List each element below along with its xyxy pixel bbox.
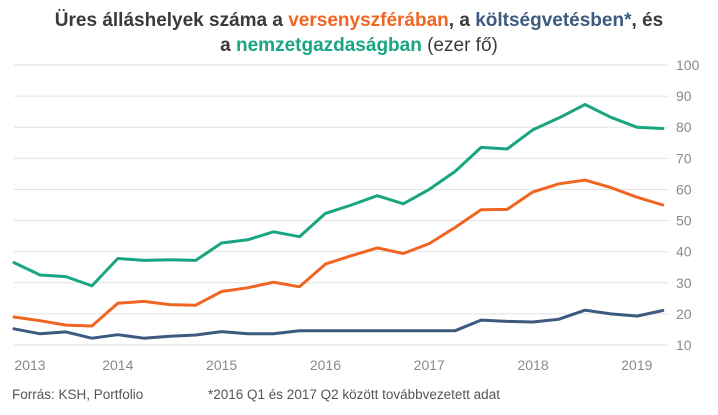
x-tick-label: 2019 <box>621 357 652 373</box>
x-tick-label: 2014 <box>102 357 133 373</box>
x-tick-label: 2015 <box>206 357 237 373</box>
y-tick-label: 30 <box>676 275 692 291</box>
y-tick-label: 100 <box>676 57 700 73</box>
y-tick-label: 80 <box>676 119 692 135</box>
x-tick-label: 2018 <box>517 357 548 373</box>
y-tick-label: 20 <box>676 306 692 322</box>
title-public-sector: költségvetésben* <box>475 10 632 31</box>
y-tick-label: 90 <box>676 88 692 104</box>
chart-title-line-1: Üres álláshelyek száma a versenyszférába… <box>0 8 718 33</box>
x-tick-label: 2016 <box>310 357 341 373</box>
chart-title-line-2: a nemzetgazdaságban (ezer fő) <box>0 33 718 58</box>
title-text-1: Üres álláshelyek száma a <box>54 10 289 31</box>
y-tick-label: 40 <box>676 244 692 260</box>
series-lines <box>12 103 665 340</box>
y-axis-ticks: 10 20 30 40 50 60 70 80 90 100 <box>676 57 700 353</box>
title-text-4: a <box>220 35 236 56</box>
title-text-2: , a <box>448 10 476 31</box>
x-tick-label: 2017 <box>414 357 445 373</box>
y-tick-label: 70 <box>676 150 692 166</box>
title-unit: (ezer fő) <box>421 35 498 56</box>
title-private-sector: versenyszférában <box>288 10 449 31</box>
y-tick-label: 60 <box>676 181 692 197</box>
x-axis-ticks: 2013 2014 2015 2016 2017 2018 2019 <box>14 357 652 373</box>
gridlines <box>14 64 668 346</box>
footnote: *2016 Q1 és 2017 Q2 között továbbvezetet… <box>208 387 500 402</box>
y-tick-label: 10 <box>676 337 692 353</box>
series-line-national <box>12 103 665 288</box>
chart-title: Üres álláshelyek száma a versenyszférába… <box>0 8 718 58</box>
series-line-private <box>12 178 665 328</box>
series-line-public <box>12 308 665 340</box>
x-tick-label: 2013 <box>14 357 45 373</box>
title-national-economy: nemzetgazdaságban <box>236 35 422 56</box>
source-note: Forrás: KSH, Portfolio <box>12 387 144 402</box>
y-tick-label: 50 <box>676 213 692 229</box>
title-text-3: , és <box>631 10 664 31</box>
